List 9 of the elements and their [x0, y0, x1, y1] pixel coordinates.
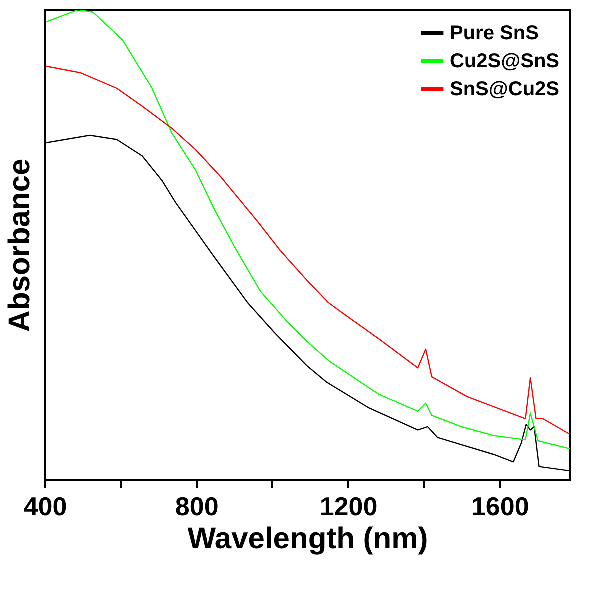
y-axis-title: Absorbance	[4, 158, 36, 332]
legend-label: Cu2S@SnS	[450, 50, 560, 72]
legend-label: SnS@Cu2S	[450, 78, 560, 100]
x-tick-label: 1600	[471, 492, 530, 522]
legend-label: Pure SnS	[450, 22, 539, 44]
x-tick-label: 1200	[320, 492, 378, 522]
x-axis-title: Wavelength (nm)	[188, 522, 428, 556]
x-tick-label: 400	[24, 492, 68, 522]
x-tick-label: 800	[175, 492, 219, 522]
